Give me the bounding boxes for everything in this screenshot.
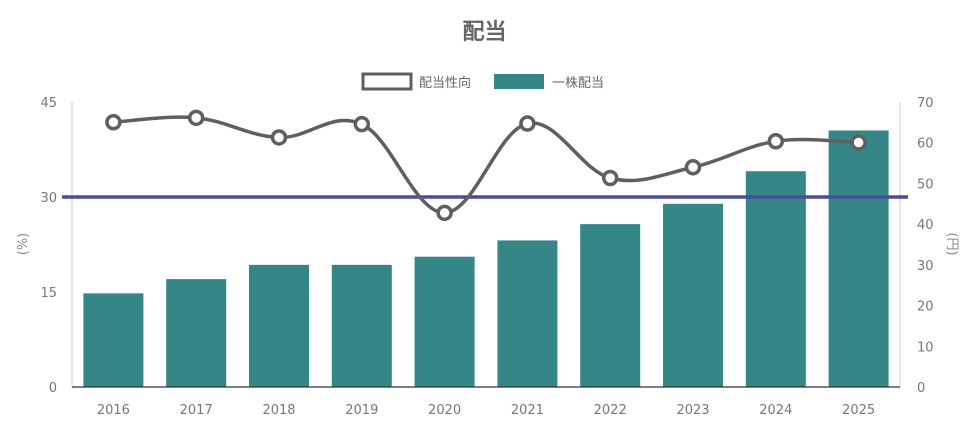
- x-tick-label: 2023: [676, 403, 709, 418]
- bar-2020[interactable]: [414, 256, 475, 387]
- y-right-tick-label: 40: [917, 218, 934, 233]
- line-point-2018[interactable]: [270, 129, 288, 146]
- legend-label-dividend-per-share[interactable]: 一株配当: [552, 76, 604, 91]
- x-tick-label: 2018: [262, 403, 295, 418]
- bar-2019[interactable]: [331, 264, 392, 387]
- line-point-2023[interactable]: [684, 158, 702, 176]
- x-tick-label: 2021: [511, 403, 544, 418]
- bar-2025[interactable]: [828, 130, 889, 388]
- line-point-2019[interactable]: [353, 115, 371, 133]
- line-point-2024[interactable]: [767, 133, 785, 150]
- y-right-tick-label: 20: [917, 300, 934, 315]
- legend-swatch-bar[interactable]: [494, 74, 544, 89]
- line-layer: [62, 109, 908, 222]
- line-point-2021[interactable]: [519, 115, 536, 132]
- x-tick-label: 2025: [842, 403, 875, 418]
- bar-2023[interactable]: [663, 203, 723, 387]
- y-right-tick-label: 0: [917, 381, 925, 396]
- x-tick-label: 2016: [97, 403, 130, 418]
- y-right-tick-label: 10: [917, 340, 934, 355]
- bar-2016[interactable]: [83, 293, 144, 387]
- y-left-tick-label: 30: [40, 191, 57, 206]
- line-point-2017[interactable]: [187, 109, 205, 127]
- x-tick-label: 2024: [759, 403, 792, 418]
- bar-2022[interactable]: [580, 224, 641, 387]
- x-tick-label: 2022: [594, 403, 627, 418]
- legend-swatch-line[interactable]: [361, 72, 413, 91]
- y-right-tick-label: 70: [917, 96, 934, 111]
- bars-layer: [83, 130, 889, 388]
- y-left-tick-label: 45: [40, 96, 57, 111]
- x-tick-label: 2017: [180, 403, 213, 418]
- bar-2017[interactable]: [166, 279, 227, 387]
- axes-layer: 0 15 30 45 0 10 20 30 40 50 60 70 2016 2017 2018 2019 20…: [40, 96, 933, 418]
- chart-title: 配当: [462, 20, 507, 45]
- line-point-2025[interactable]: [850, 134, 867, 151]
- bar-2021[interactable]: [497, 240, 558, 387]
- y-right-axis-title: (円): [944, 232, 959, 255]
- x-tick-label: 2020: [428, 403, 461, 418]
- y-left-tick-label: 15: [40, 286, 57, 301]
- x-tick-label: 2019: [345, 403, 378, 418]
- y-left-axis-title: (%): [16, 233, 31, 256]
- y-right-tick-label: 50: [917, 177, 934, 192]
- line-point-2020[interactable]: [436, 204, 453, 222]
- legend-label-payout-ratio[interactable]: 配当性向: [419, 75, 471, 91]
- bar-2018[interactable]: [249, 264, 309, 387]
- y-right-tick-label: 60: [917, 137, 934, 152]
- bar-2024[interactable]: [745, 171, 806, 387]
- y-right-tick-label: 30: [917, 259, 934, 274]
- legend: 配当性向 一株配当: [361, 72, 604, 91]
- y-left-tick-label: 0: [49, 381, 57, 396]
- line-point-2016[interactable]: [105, 114, 122, 131]
- line-point-2022[interactable]: [601, 169, 619, 187]
- payout-ratio-line: [113, 115, 859, 215]
